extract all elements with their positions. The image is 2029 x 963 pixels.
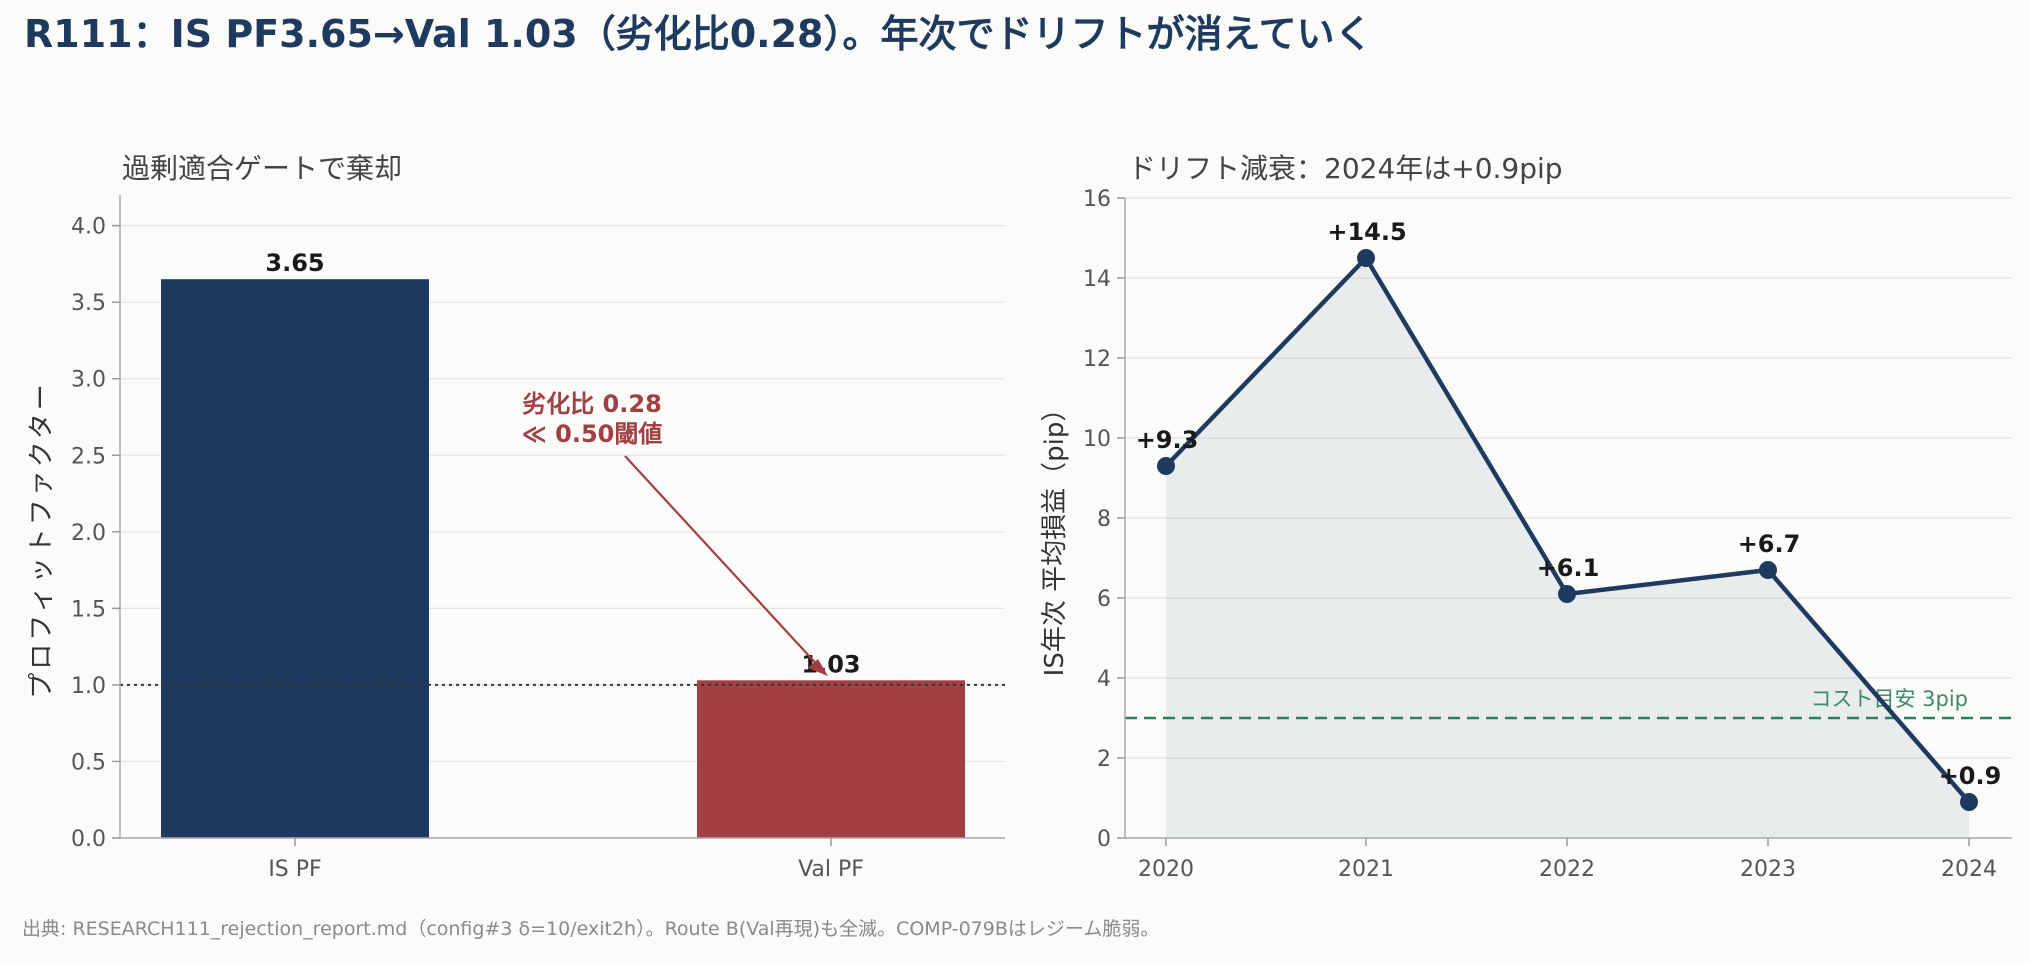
source-footer: 出典: RESEARCH111_rejection_report.md（conf… bbox=[22, 918, 1160, 940]
bar-chart-ylabel: プロフィットファクター bbox=[27, 381, 57, 698]
line-chart-data-labels: +9.3 +14.5 +6.1 +6.7 +0.9 bbox=[1136, 218, 2002, 790]
ytick-label: 16 bbox=[1083, 187, 1111, 212]
ytick-label: 1.5 bbox=[71, 597, 106, 622]
line-chart-area-fill bbox=[1166, 258, 1969, 838]
point-value-label: +0.9 bbox=[1939, 762, 2002, 790]
ytick-label: 10 bbox=[1083, 427, 1111, 452]
annotation-arrowhead bbox=[808, 659, 828, 676]
point-value-label: +6.1 bbox=[1537, 554, 1600, 582]
point-value-label: +6.7 bbox=[1738, 530, 1801, 558]
ytick-label: 3.0 bbox=[71, 368, 106, 393]
ytick-label: 12 bbox=[1083, 347, 1111, 372]
ytick-label: 0 bbox=[1097, 827, 1111, 852]
data-point-2022 bbox=[1558, 585, 1576, 603]
point-value-label: +14.5 bbox=[1327, 218, 1406, 246]
data-point-2024 bbox=[1960, 793, 1978, 811]
ytick-label: 2 bbox=[1097, 747, 1111, 772]
xtick-label: 2024 bbox=[1941, 857, 1997, 882]
bar-chart-panel: 過剰適合ゲートで棄却 0.0 0.5 1.0 1.5 2.0 2.5 3.0 3.5 4.0 I… bbox=[27, 152, 1005, 882]
data-point-2023 bbox=[1759, 561, 1777, 579]
line-chart-panel: ドリフト減衰：2024年は+0.9pip コスト目安 3pip 02468101… bbox=[1040, 152, 2012, 882]
ytick-label: 2.0 bbox=[71, 521, 106, 546]
annotation-arrow bbox=[624, 455, 823, 671]
bar-chart-subtitle: 過剰適合ゲートで棄却 bbox=[122, 152, 402, 185]
line-chart-ylabel: IS年次 平均損益（pip） bbox=[1040, 396, 1070, 677]
xtick-label: Val PF bbox=[798, 857, 864, 882]
line-chart-subtitle: ドリフト減衰：2024年は+0.9pip bbox=[1128, 152, 1563, 185]
ytick-label: 2.5 bbox=[71, 444, 106, 469]
ytick-label: 4 bbox=[1097, 667, 1111, 692]
data-point-2021 bbox=[1357, 249, 1375, 267]
line-chart-points bbox=[1157, 249, 1978, 811]
annotation-line1: 劣化比 0.28 bbox=[522, 390, 662, 418]
degradation-annotation: 劣化比 0.28 ≪ 0.50閾値 bbox=[522, 390, 828, 676]
bar-chart-bars bbox=[161, 279, 965, 838]
line-chart-xticks: 2020 2021 2022 2023 2024 bbox=[1138, 838, 1997, 882]
xtick-label: 2020 bbox=[1138, 857, 1194, 882]
ytick-label: 6 bbox=[1097, 587, 1111, 612]
bar-val-pf bbox=[697, 680, 965, 838]
ytick-label: 1.0 bbox=[71, 674, 106, 699]
bar-chart-xticks: IS PF Val PF bbox=[268, 838, 864, 882]
bar-value-label: 3.65 bbox=[265, 249, 324, 277]
data-point-2020 bbox=[1157, 457, 1175, 475]
bar-chart-yticks: 0.0 0.5 1.0 1.5 2.0 2.5 3.0 3.5 4.0 bbox=[71, 215, 120, 852]
ytick-label: 0.0 bbox=[71, 827, 106, 852]
ytick-label: 3.5 bbox=[71, 291, 106, 316]
line-chart-yticks: 0 2 4 6 8 10 12 14 16 bbox=[1083, 187, 1125, 852]
ytick-label: 0.5 bbox=[71, 750, 106, 775]
page-title: R111：IS PF3.65→Val 1.03（劣化比0.28）。年次でドリフト… bbox=[24, 12, 1373, 56]
ytick-label: 8 bbox=[1097, 507, 1111, 532]
xtick-label: 2023 bbox=[1740, 857, 1796, 882]
bar-value-label: 1.03 bbox=[801, 650, 860, 678]
annotation-line2: ≪ 0.50閾値 bbox=[522, 420, 663, 448]
xtick-label: 2021 bbox=[1338, 857, 1394, 882]
point-value-label: +9.3 bbox=[1136, 426, 1199, 454]
ytick-label: 14 bbox=[1083, 267, 1111, 292]
bar-chart-data-labels: 3.65 1.03 bbox=[265, 249, 860, 678]
bar-is-pf bbox=[161, 279, 429, 838]
ytick-label: 4.0 bbox=[71, 215, 106, 240]
xtick-label: 2022 bbox=[1539, 857, 1595, 882]
xtick-label: IS PF bbox=[268, 857, 321, 882]
